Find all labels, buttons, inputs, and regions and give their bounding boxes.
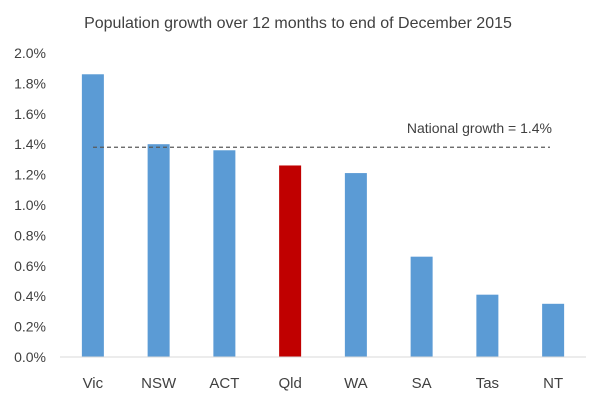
y-tick-label: 1.6% [14, 106, 46, 122]
x-category-label: SA [412, 375, 432, 392]
bar-sa [410, 256, 433, 357]
y-tick-label: 1.4% [14, 136, 46, 152]
x-category-label: Vic [83, 375, 104, 392]
bar-wa [344, 173, 367, 357]
bar-tas [476, 294, 499, 357]
x-category-label: NSW [141, 375, 177, 392]
y-tick-label: 0.8% [14, 227, 46, 243]
bar-vic [81, 74, 104, 357]
y-tick-label: 1.0% [14, 197, 46, 213]
bar-series [81, 74, 565, 357]
x-category-label: ACT [209, 375, 239, 392]
y-tick-label: 0.2% [14, 319, 46, 335]
x-category-label: Tas [476, 375, 499, 392]
y-tick-label: 0.4% [14, 288, 46, 304]
x-category-label: NT [543, 375, 563, 392]
bar-nsw [147, 144, 170, 357]
y-axis-tick-labels: 0.0% 0.2% 0.4% 0.6% 0.8% 1.0% 1.2% 1.4% 1.6% 1.8%… [14, 45, 46, 365]
bar-nt [542, 303, 565, 357]
y-tick-label: 1.8% [14, 75, 46, 91]
national-growth-label: National growth = 1.4% [407, 120, 552, 136]
x-axis-category-labels: Vic NSW ACT Qld WA SA Tas NT [83, 375, 564, 392]
x-category-label: WA [344, 375, 368, 392]
y-tick-label: 0.0% [14, 349, 46, 365]
y-tick-label: 1.2% [14, 167, 46, 183]
bar-qld [279, 165, 302, 357]
x-category-label: Qld [278, 375, 301, 392]
chart-title: Population growth over 12 months to end … [84, 15, 512, 32]
y-tick-label: 2.0% [14, 45, 46, 61]
y-tick-label: 0.6% [14, 258, 46, 274]
bar-act [213, 150, 236, 357]
